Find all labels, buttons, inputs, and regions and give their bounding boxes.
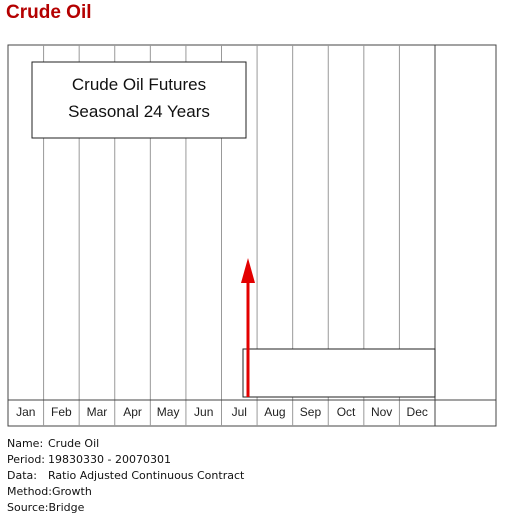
month-label: Jan	[16, 405, 35, 419]
axes: 100102104106108110112114116118JanFebMarA…	[16, 405, 428, 419]
title-box-frame	[31, 61, 247, 139]
month-label: Nov	[371, 405, 392, 419]
month-label: Oct	[337, 405, 356, 419]
arrow-head	[241, 258, 255, 283]
info-row-name: Name: Crude Oil	[7, 436, 244, 452]
month-label: Apr	[123, 405, 142, 419]
info-key-period: Period:	[7, 453, 46, 466]
month-label: Sep	[300, 405, 322, 419]
month-label: Mar	[87, 405, 108, 419]
month-label: Jul	[232, 405, 247, 419]
empty-annotation-box	[242, 348, 436, 398]
info-row-period: Period: 19830330 - 20070301	[7, 452, 244, 468]
info-value-method: Growth	[51, 485, 92, 498]
chart-title-line: Crude Oil Futures	[72, 75, 206, 94]
info-key-name: Name:	[7, 437, 44, 450]
info-panel: Name: Crude Oil Period: 19830330 - 20070…	[7, 436, 244, 516]
month-label: Feb	[51, 405, 72, 419]
month-label: May	[157, 405, 180, 419]
info-value-data: Ratio Adjusted Continuous Contract	[48, 469, 245, 482]
red-arrow	[241, 258, 255, 397]
page-title: Crude Oil	[6, 2, 92, 23]
plot-frame	[7, 44, 497, 427]
month-label: Aug	[264, 405, 285, 419]
month-label: Dec	[407, 405, 428, 419]
info-row-method: Method: Growth	[7, 484, 244, 500]
info-key-source: Source:	[7, 501, 49, 514]
chart-title-box: Crude Oil Futures Seasonal 24 Years	[31, 61, 247, 139]
info-key-data: Data:	[7, 469, 37, 482]
month-label: Jun	[194, 405, 213, 419]
info-value-name: Crude Oil	[48, 437, 100, 450]
info-row-source: Source: Bridge	[7, 500, 244, 516]
info-value-period: 19830330 - 20070301	[48, 453, 171, 466]
info-key-method: Method:	[7, 485, 52, 498]
chart-title-line: Seasonal 24 Years	[68, 102, 210, 121]
info-row-data: Data: Ratio Adjusted Continuous Contract	[7, 468, 244, 484]
info-value-source: Bridge	[48, 501, 85, 514]
